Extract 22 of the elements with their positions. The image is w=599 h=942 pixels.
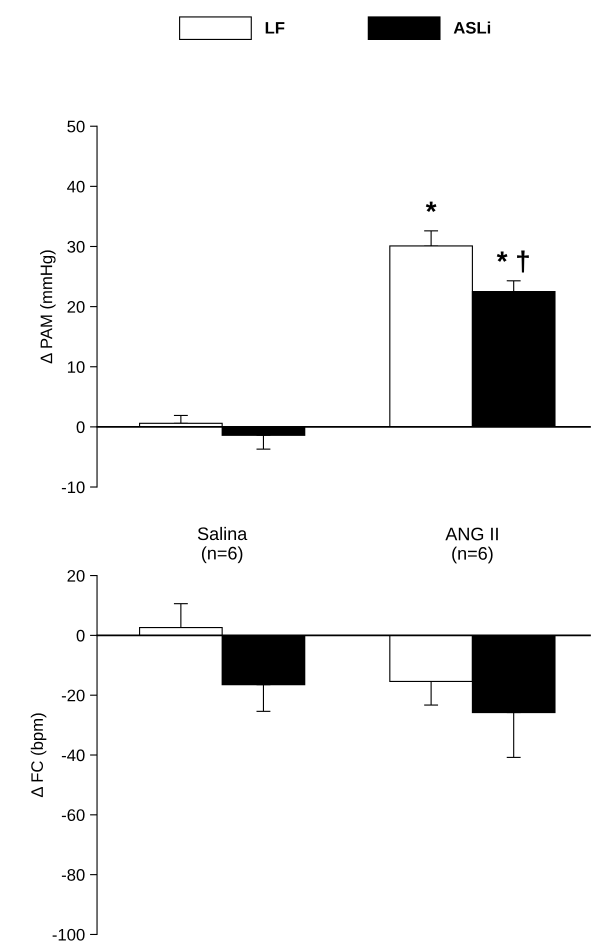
y-tick-label: 20 [68,301,85,313]
y-tick-label: -60 [62,809,85,822]
y-tick-label: -100 [52,928,85,941]
x-tick-label: ANG II (n=6) [445,528,498,564]
y-axis-title: Δ PAM (mmHg) [40,250,56,364]
y-tick-label: -80 [62,869,85,881]
y-tick-label: -10 [62,481,85,494]
y-tick-label: 0 [76,421,85,434]
y-tick-label: 40 [67,180,85,193]
y-tick-label: 30 [67,240,85,253]
y-tick-label: 50 [67,120,85,132]
y-axis-title: Δ FC (bpm) [30,713,46,798]
y-tick-label: -20 [62,690,85,702]
legend-label: LF [266,22,284,34]
x-tick-label: Salina (n=6) [198,526,248,564]
annotation: * [426,202,436,212]
y-tick-label: 10 [68,361,85,373]
y-tick-label: 20 [68,570,85,582]
y-tick-label: -40 [62,749,85,762]
y-tick-label: 0 [76,630,85,642]
legend-label: ASLi [454,21,490,34]
annotation: * † [496,250,529,273]
